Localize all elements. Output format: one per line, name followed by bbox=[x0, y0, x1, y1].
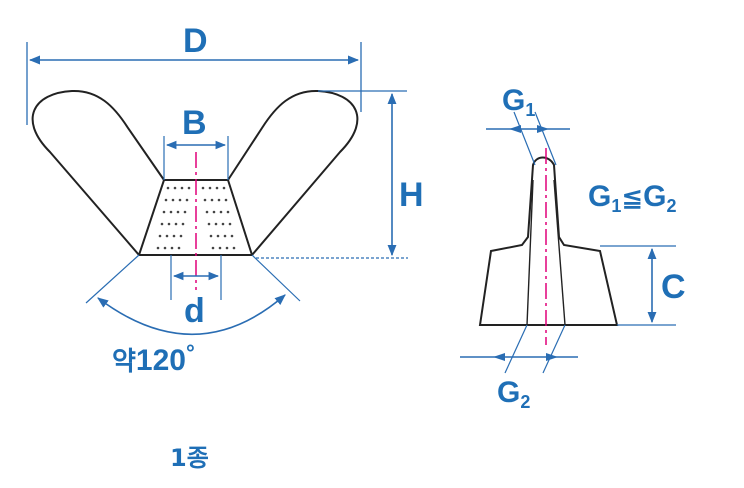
left-wing bbox=[31, 89, 165, 256]
relation-g2-subscript: 2 bbox=[667, 196, 677, 216]
label-C: C bbox=[661, 268, 686, 306]
angle-extension-left bbox=[85, 254, 140, 304]
label-B: B bbox=[182, 104, 207, 142]
angle-arc bbox=[97, 294, 286, 335]
g2-letter: G bbox=[497, 376, 520, 409]
thread-dots bbox=[156, 186, 236, 250]
side-profile bbox=[478, 156, 619, 326]
label-G1: G1 bbox=[502, 84, 535, 120]
relation-symbol: ≦ bbox=[621, 183, 643, 213]
g1-leader-left bbox=[513, 111, 536, 166]
label-H: H bbox=[399, 176, 424, 214]
g1-leader-right bbox=[534, 111, 557, 166]
type-caption: 1종 bbox=[170, 444, 209, 472]
label-D: D bbox=[183, 22, 208, 60]
angle-prefix: 약 bbox=[112, 347, 136, 377]
relation-g1-letter: G bbox=[588, 180, 611, 213]
g2-leader-left bbox=[504, 324, 528, 374]
angle-label: 약120° bbox=[112, 340, 195, 377]
g2-subscript: 2 bbox=[520, 392, 530, 412]
g1-arrow-right bbox=[537, 125, 549, 133]
g2-arrow-left bbox=[493, 353, 505, 361]
relation-label: G1≦G2 bbox=[588, 180, 677, 216]
right-wing bbox=[227, 89, 359, 256]
angle-unit: ° bbox=[186, 340, 195, 365]
relation-g1-subscript: 1 bbox=[611, 196, 621, 216]
g2-leader-right bbox=[542, 324, 566, 374]
angle-extension-right bbox=[251, 254, 301, 302]
g1-letter: G bbox=[502, 84, 525, 117]
g1-subscript: 1 bbox=[525, 100, 535, 120]
label-d: d bbox=[184, 292, 205, 330]
label-G2: G2 bbox=[497, 376, 530, 412]
front-view: D B H d bbox=[26, 22, 424, 472]
side-view: G1 G1≦G2 C G2 bbox=[460, 84, 686, 412]
relation-g2-letter: G bbox=[643, 180, 666, 213]
side-inner-left bbox=[526, 179, 534, 326]
g2-arrow-right bbox=[546, 353, 558, 361]
g1-arrow-left bbox=[509, 125, 521, 133]
side-inner-right bbox=[553, 179, 566, 326]
angle-value: 120 bbox=[136, 344, 186, 377]
